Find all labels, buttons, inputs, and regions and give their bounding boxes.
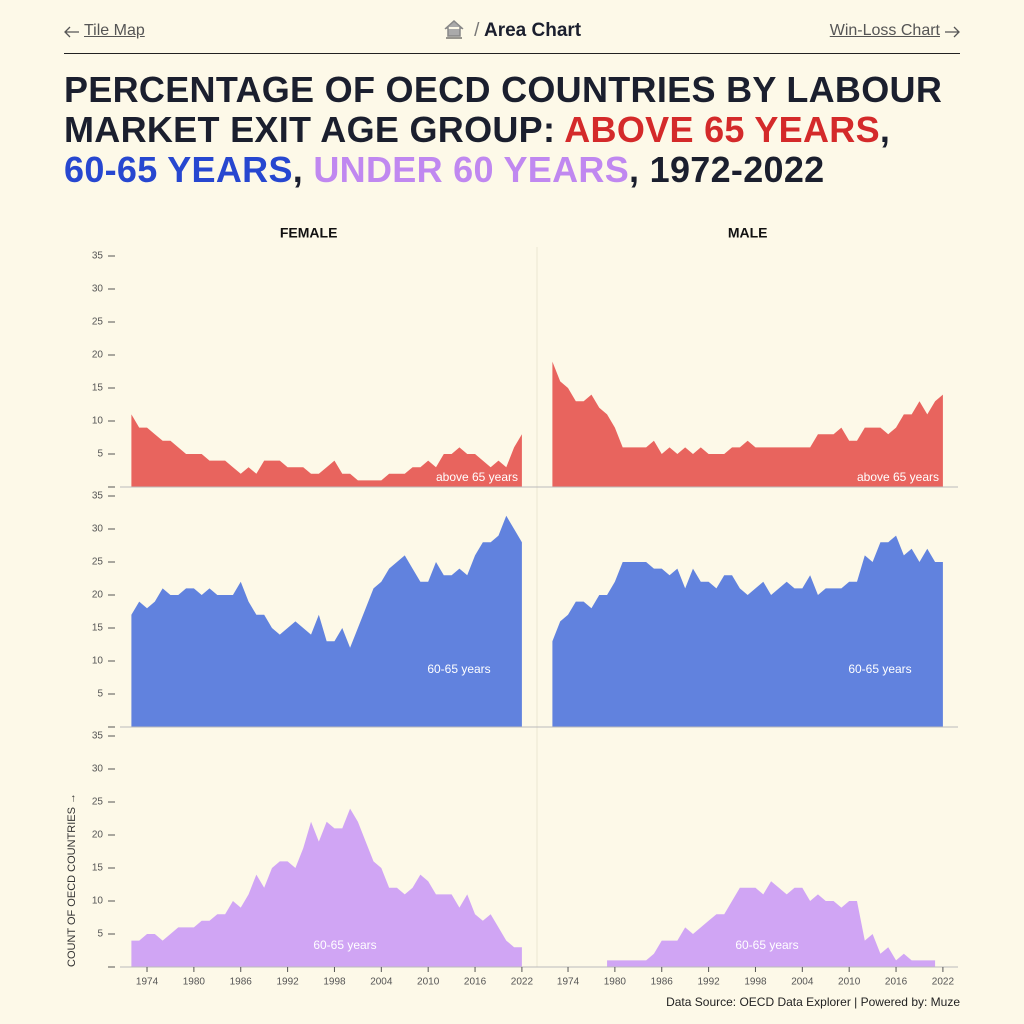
- x-tick-label: 1974: [557, 977, 580, 988]
- area: [552, 535, 943, 727]
- prev-link[interactable]: Tile Map: [84, 22, 145, 39]
- next-arrow: [945, 26, 960, 38]
- title-part: ABOVE 65 YEARS: [564, 109, 880, 150]
- column-header: FEMALE: [280, 225, 338, 241]
- y-tick-label: 35: [92, 491, 104, 502]
- x-tick-label: 2016: [885, 977, 908, 988]
- home-icon[interactable]: [443, 19, 465, 39]
- area: [131, 515, 522, 727]
- chart-title: PERCENTAGE OF OECD COUNTRIES BY LABOUR M…: [64, 70, 944, 190]
- y-tick-label: 25: [92, 797, 104, 808]
- y-tick-label: 15: [92, 383, 104, 394]
- y-tick-label: 30: [92, 524, 104, 535]
- x-tick-label: 1974: [136, 977, 159, 988]
- x-tick-label: 2022: [511, 977, 534, 988]
- column-header: MALE: [728, 225, 768, 241]
- y-tick-label: 10: [92, 416, 104, 427]
- x-tick-label: 2022: [932, 977, 955, 988]
- x-tick-label: 2010: [838, 977, 861, 988]
- panel-label: 60-65 years: [427, 662, 490, 676]
- panel-label: 60-65 years: [848, 662, 911, 676]
- x-tick-label: 1992: [276, 977, 299, 988]
- y-tick-label: 20: [92, 350, 104, 361]
- y-tick-label: 35: [92, 251, 104, 262]
- y-tick-label: 15: [92, 863, 104, 874]
- panel-label: 60-65 years: [735, 938, 798, 952]
- y-axis-label: COUNT OF OECD COUNTRIES →: [66, 793, 78, 967]
- title-part: PERCENTAGE OF OECD COUNTRIES BY LABOUR M…: [64, 69, 943, 150]
- area: [131, 414, 522, 487]
- panel-label: 60-65 years: [313, 938, 376, 952]
- y-tick-label: 5: [97, 929, 103, 940]
- area: [607, 881, 936, 967]
- x-tick-label: 2016: [464, 977, 487, 988]
- current-page: Area Chart: [483, 20, 582, 41]
- panel-label: above 65 years: [436, 470, 518, 484]
- x-tick-label: 1980: [183, 977, 206, 988]
- y-tick-label: 30: [92, 284, 104, 295]
- x-tick-label: 2010: [417, 977, 440, 988]
- y-tick-label: 20: [92, 590, 104, 601]
- title-part: ,: [879, 109, 891, 150]
- x-tick-label: 2004: [791, 977, 814, 988]
- y-tick-label: 15: [92, 623, 104, 634]
- area: [552, 361, 943, 487]
- y-tick-label: 5: [97, 449, 103, 460]
- x-tick-label: 1998: [323, 977, 346, 988]
- title-part: 60-65 YEARS: [64, 149, 293, 190]
- y-tick-label: 25: [92, 317, 104, 328]
- title-part: ,: [292, 149, 314, 190]
- x-tick-label: 1992: [697, 977, 720, 988]
- x-tick-label: 1980: [604, 977, 627, 988]
- nav-bar: Tile Map / Area Chart Win-Loss Chart: [64, 18, 960, 54]
- x-tick-label: 2004: [370, 977, 393, 988]
- y-tick-label: 25: [92, 557, 104, 568]
- y-tick-label: 20: [92, 830, 104, 841]
- y-tick-label: 30: [92, 764, 104, 775]
- title-part: UNDER 60 YEARS: [313, 149, 630, 190]
- back-arrow: [64, 26, 79, 38]
- area: [131, 808, 522, 967]
- x-tick-label: 1998: [744, 977, 767, 988]
- y-tick-label: 10: [92, 656, 104, 667]
- x-tick-label: 1986: [230, 977, 253, 988]
- y-tick-label: 10: [92, 896, 104, 907]
- x-tick-label: 1986: [651, 977, 674, 988]
- y-tick-label: 5: [97, 689, 103, 700]
- footer: Data Source: OECD Data Explorer | Powere…: [666, 995, 960, 1009]
- y-tick-label: 35: [92, 731, 104, 742]
- title-part: , 1972-2022: [629, 149, 825, 190]
- next-link[interactable]: Win-Loss Chart: [829, 22, 940, 39]
- chart: FEMALE MALE COUNT OF OECD COUNTRIES → 5 10 15…: [66, 225, 958, 988]
- panel-label: above 65 years: [857, 470, 939, 484]
- breadcrumb: / Area Chart: [64, 19, 960, 42]
